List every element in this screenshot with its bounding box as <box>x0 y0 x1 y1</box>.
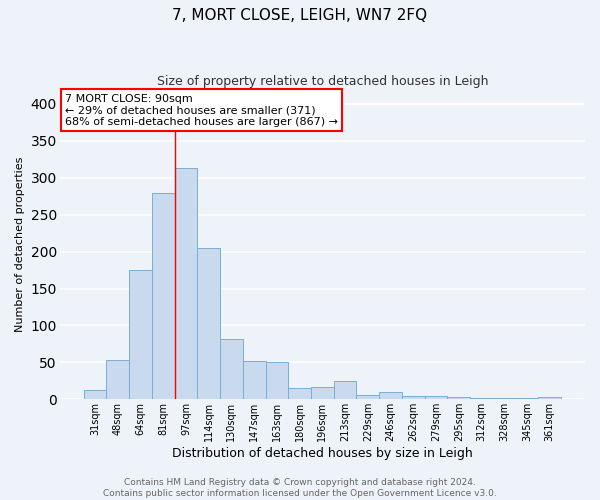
Bar <box>129 270 152 400</box>
Bar <box>515 398 538 400</box>
Bar <box>288 388 311 400</box>
Bar <box>266 362 288 400</box>
Bar <box>402 396 425 400</box>
Bar <box>379 392 402 400</box>
Y-axis label: Number of detached properties: Number of detached properties <box>15 156 25 332</box>
Bar <box>83 390 106 400</box>
Bar <box>106 360 129 400</box>
Title: Size of property relative to detached houses in Leigh: Size of property relative to detached ho… <box>157 75 488 88</box>
Bar <box>470 398 493 400</box>
Bar <box>425 396 448 400</box>
Text: Contains HM Land Registry data © Crown copyright and database right 2024.
Contai: Contains HM Land Registry data © Crown c… <box>103 478 497 498</box>
Bar <box>220 338 243 400</box>
Bar <box>243 361 266 400</box>
Bar <box>493 398 515 400</box>
Text: 7 MORT CLOSE: 90sqm
← 29% of detached houses are smaller (371)
68% of semi-detac: 7 MORT CLOSE: 90sqm ← 29% of detached ho… <box>65 94 338 127</box>
Bar <box>356 395 379 400</box>
Bar <box>334 381 356 400</box>
Text: 7, MORT CLOSE, LEIGH, WN7 2FQ: 7, MORT CLOSE, LEIGH, WN7 2FQ <box>172 8 428 22</box>
Bar <box>448 397 470 400</box>
Bar <box>538 397 561 400</box>
Bar <box>311 386 334 400</box>
Bar <box>175 168 197 400</box>
Bar <box>197 248 220 400</box>
Bar <box>152 192 175 400</box>
X-axis label: Distribution of detached houses by size in Leigh: Distribution of detached houses by size … <box>172 447 473 460</box>
